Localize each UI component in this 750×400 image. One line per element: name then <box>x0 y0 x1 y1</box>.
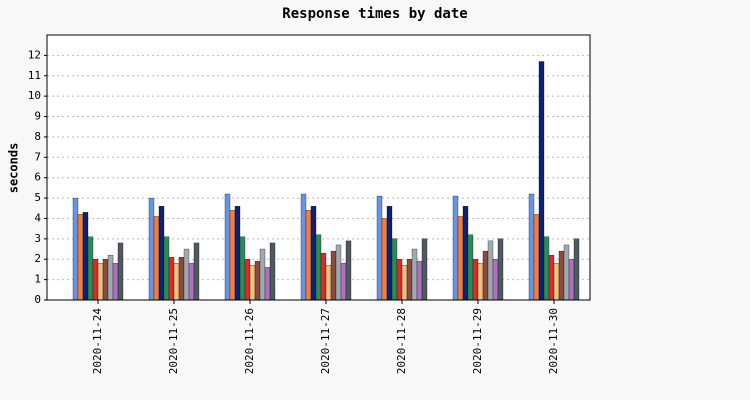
bar <box>183 248 190 301</box>
bar <box>462 206 469 301</box>
bar <box>376 195 383 301</box>
bar <box>482 250 489 301</box>
x-tick-label: 2020-11-30 <box>547 308 560 374</box>
bar <box>264 267 271 301</box>
plot-frame <box>46 34 591 301</box>
y-tick-label: 5 <box>34 191 41 204</box>
bar <box>173 263 180 301</box>
y-tick-label: 10 <box>28 89 41 102</box>
bar <box>325 265 332 301</box>
bar <box>573 238 580 301</box>
bar <box>396 259 403 301</box>
bar <box>320 252 327 301</box>
chart-title: Response times by date <box>282 6 467 22</box>
y-axis-label: seconds <box>7 143 21 194</box>
x-tick-label: 2020-11-24 <box>91 308 104 375</box>
bar <box>472 259 479 301</box>
x-tick-label: 2020-11-25 <box>167 308 180 374</box>
bar <box>87 236 94 301</box>
x-tick-label: 2020-11-26 <box>243 308 256 374</box>
bar <box>112 263 119 301</box>
bar <box>158 206 165 301</box>
bar <box>345 240 352 301</box>
bar <box>254 261 261 301</box>
bar <box>234 206 241 301</box>
y-tick-label: 12 <box>28 48 41 61</box>
y-tick-label: 6 <box>34 171 41 184</box>
bar <box>224 193 231 301</box>
bar <box>269 242 276 301</box>
bar <box>77 214 84 301</box>
bar <box>467 234 474 301</box>
bar <box>411 248 418 301</box>
bar <box>487 240 494 301</box>
bar <box>381 218 388 301</box>
bar <box>102 259 109 301</box>
bar <box>153 216 160 301</box>
bar <box>497 238 504 301</box>
y-tick-label: 4 <box>34 211 41 224</box>
bar <box>421 238 428 301</box>
bar <box>82 212 89 301</box>
y-tick-label: 11 <box>28 69 41 82</box>
bar <box>178 257 185 301</box>
bar <box>543 236 550 301</box>
bar <box>163 236 170 301</box>
x-tick-label: 2020-11-27 <box>319 308 332 374</box>
bar <box>457 216 464 301</box>
bar <box>563 244 570 301</box>
bar <box>305 210 312 301</box>
bar <box>72 197 79 301</box>
bar <box>229 210 236 301</box>
bar <box>406 259 413 301</box>
bar <box>568 259 575 301</box>
y-tick-label: 0 <box>34 293 41 306</box>
bar <box>401 265 408 301</box>
x-tick-label: 2020-11-28 <box>395 308 408 374</box>
bar <box>553 263 560 301</box>
bar <box>452 195 459 301</box>
bar <box>117 242 124 301</box>
y-tick-label: 1 <box>34 273 41 286</box>
bar <box>300 193 307 301</box>
bar <box>315 234 322 301</box>
bar <box>335 244 342 301</box>
bar <box>416 261 423 301</box>
bar <box>330 250 337 301</box>
bar <box>239 236 246 301</box>
bar <box>528 193 535 301</box>
bar <box>548 255 555 301</box>
bar <box>148 197 155 301</box>
bar <box>533 214 540 301</box>
bar <box>193 242 200 301</box>
bar <box>340 263 347 301</box>
bar <box>249 265 256 301</box>
bar <box>538 61 545 301</box>
bar <box>244 259 251 301</box>
y-tick-label: 7 <box>34 150 41 163</box>
bar <box>92 259 99 301</box>
bar <box>477 263 484 301</box>
bar <box>168 257 175 301</box>
x-tick-label: 2020-11-29 <box>471 308 484 374</box>
y-tick-label: 9 <box>34 110 41 123</box>
bar <box>107 255 114 301</box>
y-tick-label: 8 <box>34 130 41 143</box>
bar <box>386 206 393 301</box>
y-tick-label: 3 <box>34 232 41 245</box>
y-tick-label: 2 <box>34 252 41 265</box>
bar <box>259 248 266 301</box>
bar <box>188 263 195 301</box>
bar <box>492 259 499 301</box>
bar <box>558 250 565 301</box>
bar <box>310 206 317 301</box>
bar <box>97 263 104 301</box>
bar <box>391 238 398 301</box>
